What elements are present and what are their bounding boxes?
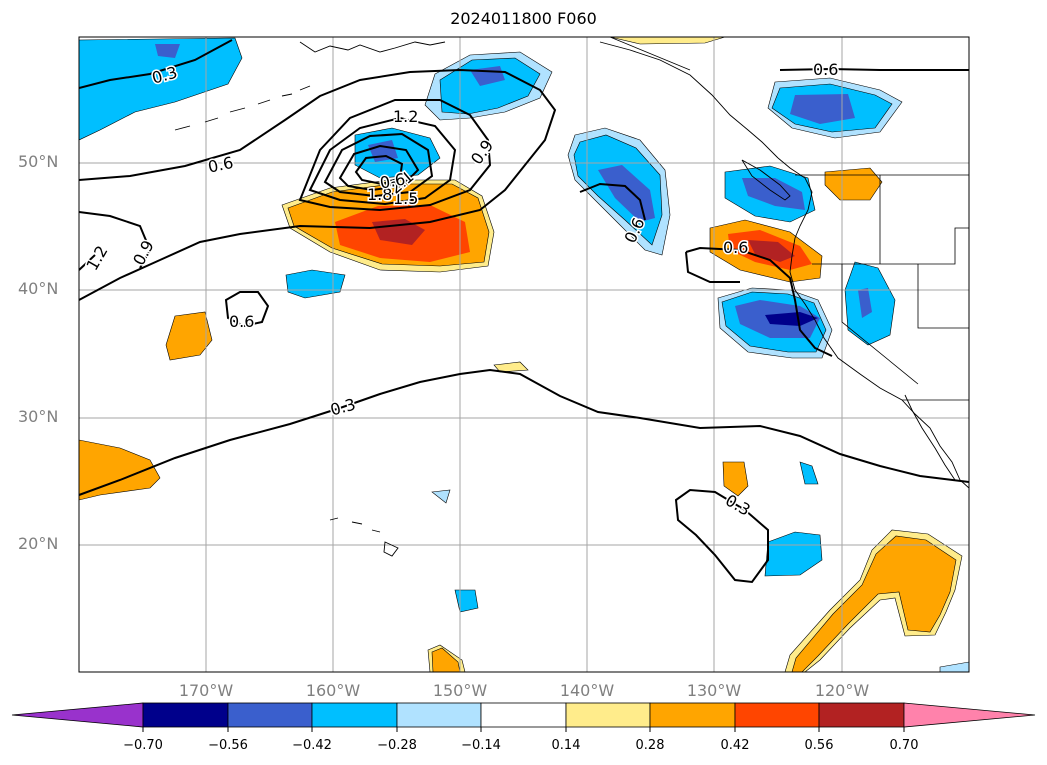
- coastlines: [174, 41, 969, 557]
- colorbar-bin: [396, 702, 482, 728]
- colorbar-tick-label: −0.56: [208, 738, 248, 753]
- map-frame: [78, 36, 970, 673]
- blob-inland-blue-dark: [858, 288, 872, 318]
- blob-small-blue-1: [431, 489, 451, 504]
- contour-label: 0.6: [813, 60, 838, 79]
- colorbar-bin: [734, 702, 820, 728]
- colorbar-tick-label: −0.70: [123, 738, 163, 753]
- colorbar-tick-label: 0.28: [635, 738, 665, 753]
- blob-small-yellow: [493, 361, 529, 373]
- blob-nw-blue: [79, 37, 243, 141]
- colorbar-bin: [565, 702, 651, 728]
- graticule: [79, 37, 969, 672]
- alaska-coast: [299, 41, 446, 53]
- colorbar-tick-label: 0.42: [720, 738, 750, 753]
- contour-0.3-closed: [674, 488, 769, 584]
- alaska-canada-border: [609, 37, 691, 71]
- lon-label-140w: 140°W: [559, 681, 615, 700]
- colorbar-tick-label: 0.14: [551, 738, 581, 753]
- blob-west-blue: [285, 269, 346, 299]
- colorbar-bin: [311, 702, 398, 728]
- colorbar-bin: [818, 702, 905, 728]
- blob-small-blue-2: [454, 589, 479, 613]
- contour-label: 1.2: [393, 107, 418, 126]
- contour-0.3-main: [79, 368, 969, 496]
- blob-mid-blue-dark: [598, 165, 655, 222]
- blob-inland-orange: [824, 167, 883, 201]
- contour-1.5-low-center: [323, 132, 434, 198]
- lon-label-150w: 150°W: [432, 681, 488, 700]
- california-nevada-border: [841, 264, 919, 385]
- lat-label-30n: 30°N: [18, 407, 59, 426]
- aleutian-islands: [174, 85, 311, 131]
- west-coast: [789, 237, 969, 489]
- lon-label-120w: 120°W: [814, 681, 870, 700]
- lat-label-40n: 40°N: [18, 279, 59, 298]
- contour-label: 1.8: [367, 185, 392, 204]
- contour-0.6-ne: [779, 67, 969, 71]
- contour-0.9-low: [79, 211, 152, 269]
- contour-0.3-north: [79, 39, 233, 89]
- contour-0.6-north: [79, 68, 557, 301]
- blob-coast-darkred: [748, 240, 795, 262]
- colorbar-tick-label: −0.42: [292, 738, 332, 753]
- contour-0.6-mid: [579, 182, 646, 221]
- positive-anomaly-shading: [79, 37, 963, 672]
- colorbar-ticks: [142, 727, 905, 732]
- map-panel: 0.3 0.6 0.9 1.2 1.5 1.8 2.1 0.6 0.9 1.2 …: [79, 37, 969, 672]
- vancouver-island: [741, 159, 791, 201]
- lon-label-160w: 160°W: [305, 681, 361, 700]
- map-title: 2024011800 F060: [450, 9, 597, 28]
- colorbar-tick-label: −0.28: [377, 738, 417, 753]
- colorbar-bin: [142, 702, 229, 728]
- blob-ne-blue-dark: [790, 94, 855, 124]
- lat-label-50n: 50°N: [18, 152, 59, 171]
- blob-mid-orange: [722, 461, 749, 497]
- oregon-border: [812, 227, 969, 265]
- contour-0.6-small: [224, 291, 270, 328]
- contour-1.8-low-center: [338, 144, 420, 192]
- contour-label: 1.5: [393, 189, 418, 208]
- lat-label-20n: 20°N: [18, 534, 59, 553]
- colorbar: [11, 702, 1036, 732]
- blob-top-yellow: [609, 37, 726, 45]
- blob-se-orange: [791, 535, 957, 672]
- bc-coast: [777, 157, 813, 239]
- contour-0.6-coast-lower: [685, 251, 740, 283]
- blob-south-blue: [764, 531, 823, 577]
- colorbar-tick-label: 0.56: [804, 738, 834, 753]
- lon-label-170w: 170°W: [178, 681, 234, 700]
- se-alaska-coast: [599, 41, 779, 159]
- baja-peninsula: [904, 394, 956, 481]
- contour-1.2-low-center: [308, 116, 457, 206]
- contour-0.6-coast: [685, 246, 833, 357]
- colorbar-tick-label: 0.70: [889, 738, 919, 753]
- blob-west-orange: [165, 311, 213, 361]
- political-borders: [609, 37, 969, 401]
- contour-2.1-low-center: [354, 154, 404, 186]
- nevada-utah-border: [917, 264, 969, 329]
- contour-label: 0.6: [229, 312, 254, 331]
- colorbar-bin: [649, 702, 736, 728]
- lon-label-130w: 130°W: [686, 681, 742, 700]
- blob-coast-north-blue-dark: [742, 178, 805, 210]
- contour-label: 0.6: [723, 238, 748, 257]
- contour-1.2-left: [79, 254, 96, 271]
- blob-small-blue-3: [799, 461, 819, 485]
- colorbar-extend-max: [903, 702, 1036, 728]
- contour-lines: [79, 39, 969, 584]
- hawaiian-islands: [329, 517, 399, 557]
- colorbar-tick-label: −0.14: [461, 738, 501, 753]
- contour-0.9-low-center: [298, 99, 492, 212]
- blob-nw-blue-dark: [155, 44, 180, 58]
- colorbar-extend-min: [11, 702, 144, 728]
- blob-coast-navy: [765, 312, 818, 326]
- blob-sw-orange: [79, 439, 161, 501]
- colorbar-bin: [480, 702, 567, 728]
- blob-bottom-orange: [431, 647, 461, 672]
- blob-north-blue: [439, 57, 541, 115]
- blob-corner-blue: [939, 661, 969, 672]
- colorbar-bin: [227, 702, 313, 728]
